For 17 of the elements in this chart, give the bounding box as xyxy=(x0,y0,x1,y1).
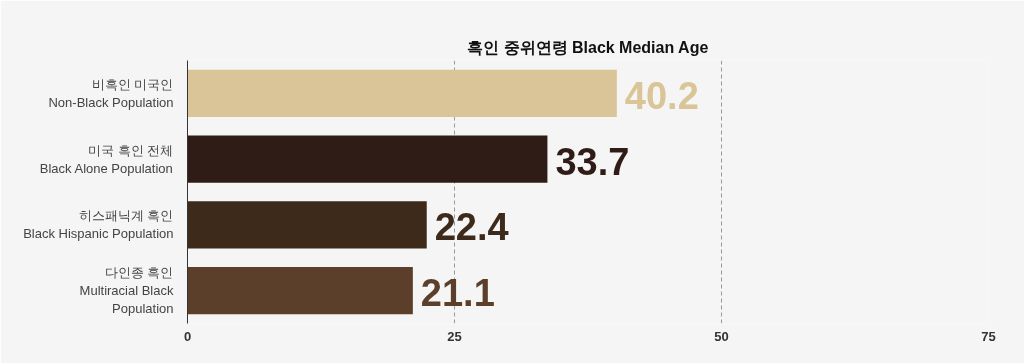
data-label: 22.4 xyxy=(434,206,509,249)
y-tick-label: 비흑인 미국인 Non-Black Population xyxy=(48,76,174,110)
bar xyxy=(187,266,413,315)
chart-title: 흑인 중위연령 Black Median Age xyxy=(467,38,709,56)
y-tick-label: 히스패닉계 흑인 Black Hispanic Population xyxy=(23,208,174,242)
bar xyxy=(187,135,548,183)
bar xyxy=(187,69,617,118)
x-tick-label: 50 xyxy=(714,328,729,344)
x-tick-label: 75 xyxy=(981,328,996,344)
data-label: 33.7 xyxy=(555,140,630,183)
y-tick-label: 미국 흑인 전체 Black Alone Population xyxy=(39,142,174,176)
data-label: 40.2 xyxy=(624,74,699,117)
y-tick-label: 다인종 흑인 Multiracial Black Population xyxy=(79,265,174,317)
data-label: 21.1 xyxy=(420,272,495,315)
bar xyxy=(187,201,427,249)
x-tick-label: 25 xyxy=(447,328,462,344)
x-tick-label: 0 xyxy=(183,328,192,344)
